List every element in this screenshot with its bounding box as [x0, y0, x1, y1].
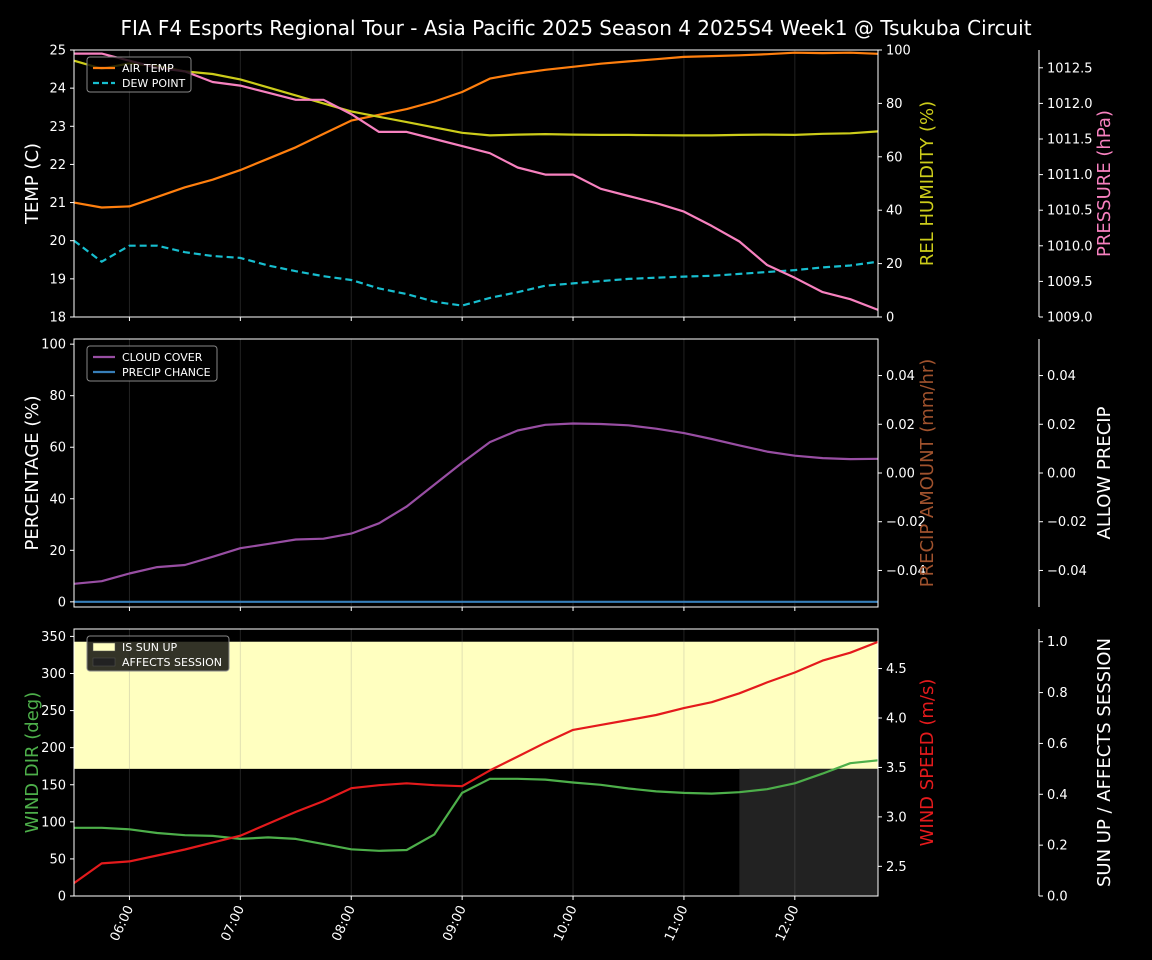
- left-axis-tick-label: 19: [49, 272, 66, 287]
- outer-axis-tick-label: 0.0: [1047, 890, 1068, 905]
- legend: CLOUD COVER PRECIP CHANCE: [86, 345, 218, 382]
- right-axis-label: WIND SPEED (m/s): [917, 679, 938, 847]
- left-axis-tick-label: 24: [49, 82, 66, 97]
- legend-swatch: [92, 657, 116, 667]
- right-axis-tick-label: 40: [886, 204, 903, 219]
- left-axis-tick-label: 200: [41, 741, 66, 756]
- chart-title: FIA F4 Esports Regional Tour - Asia Paci…: [120, 16, 1031, 40]
- right-axis-tick-label: 60: [886, 150, 903, 165]
- outer-axis-tick-label: 1010.5: [1047, 204, 1093, 219]
- outer-axis-tick-label: 0.04: [1047, 369, 1076, 384]
- left-axis-tick-label: 21: [49, 196, 66, 211]
- series-line-pressure: [74, 52, 879, 311]
- outer-axis-tick-label: 1010.0: [1047, 239, 1093, 254]
- right-axis-tick-label: −0.02: [886, 515, 926, 530]
- legend-label: AIR TEMP: [122, 62, 174, 75]
- legend-label: CLOUD COVER: [122, 351, 203, 364]
- outer-axis-label: SUN UP / AFFECTS SESSION: [1094, 638, 1115, 887]
- outer-axis-tick-label: 0.2: [1047, 839, 1068, 854]
- legend-label: IS SUN UP: [122, 641, 178, 654]
- panel-3: 0 50 100 150 200 250 300 350 2.5 3.0 3.5 4.0 4.5 0.0 0…: [22, 628, 1115, 944]
- right-axis-tick-label: 4.0: [886, 712, 907, 727]
- left-axis-label: PERCENTAGE (%): [22, 395, 43, 550]
- left-axis-tick-label: 0: [58, 890, 66, 905]
- right-axis-tick-label: 100: [886, 44, 911, 59]
- legend-label: PRECIP CHANCE: [122, 366, 211, 379]
- left-axis-label: WIND DIR (deg): [22, 692, 43, 834]
- left-axis-tick-label: 18: [49, 311, 66, 326]
- affects-session-band: [739, 768, 878, 896]
- outer-axis-tick-label: 0.8: [1047, 686, 1068, 701]
- right-axis-tick-label: 0.02: [886, 418, 915, 433]
- right-axis-label: REL HUMIDITY (%): [917, 101, 938, 266]
- right-axis-tick-label: 4.5: [886, 662, 907, 677]
- legend: IS SUN UP AFFECTS SESSION: [86, 635, 230, 672]
- outer-axis-tick-label: 1009.0: [1047, 311, 1093, 326]
- panel-1: 18 19 20 21 22 23 24 25 0 20 40 60 80 100 1009.0 1009.5…: [22, 44, 1115, 326]
- left-axis-tick-label: 20: [49, 544, 66, 559]
- left-axis-tick-label: 300: [41, 667, 66, 682]
- outer-axis-tick-label: 0.00: [1047, 467, 1076, 482]
- left-axis-tick-label: 25: [49, 44, 66, 59]
- outer-axis-label: ALLOW PRECIP: [1094, 406, 1115, 539]
- left-axis-label: TEMP (C): [22, 143, 43, 225]
- right-axis-tick-label: 80: [886, 97, 903, 112]
- series-line-wind-speed: [73, 640, 879, 884]
- left-axis-tick-label: 250: [41, 704, 66, 719]
- outer-axis-tick-label: 0.6: [1047, 737, 1068, 752]
- chart-panels: 18192021222324250204060801001009.01009.5…: [22, 44, 1115, 944]
- right-axis-tick-label: 3.0: [886, 810, 907, 825]
- outer-axis-tick-label: 0.4: [1047, 788, 1068, 803]
- left-axis-tick-label: 80: [49, 389, 66, 404]
- right-axis-tick-label: 0.04: [886, 369, 915, 384]
- right-axis-tick-label: 2.5: [886, 860, 907, 875]
- left-axis-tick-label: 20: [49, 234, 66, 249]
- right-axis-tick-label: 0.00: [886, 467, 915, 482]
- series-line-wind-dir: [74, 759, 879, 852]
- series-line-humidity: [73, 59, 879, 137]
- left-axis-tick-label: 100: [41, 815, 66, 830]
- outer-axis-tick-label: 1012.0: [1047, 97, 1093, 112]
- legend-label: DEW POINT: [122, 77, 186, 90]
- outer-axis-tick-label: 0.02: [1047, 418, 1076, 433]
- right-axis-label: PRECIP AMOUNT (mm/hr): [917, 359, 938, 588]
- legend-swatch: [92, 642, 116, 652]
- plot-frame: [73, 49, 879, 318]
- series-line-air-temp: [73, 51, 879, 209]
- left-axis-tick-label: 23: [49, 120, 66, 135]
- left-axis-tick-label: 50: [49, 852, 66, 867]
- left-axis-tick-label: 350: [41, 630, 66, 645]
- left-axis-tick-label: 100: [41, 338, 66, 353]
- left-axis-tick-label: 22: [49, 158, 66, 173]
- right-axis-tick-label: −0.04: [886, 564, 926, 579]
- outer-axis-tick-label: 1.0: [1047, 635, 1068, 650]
- outer-axis-tick-label: −0.04: [1047, 564, 1087, 579]
- right-axis-tick-label: 3.5: [886, 761, 907, 776]
- left-axis-tick-label: 40: [49, 492, 66, 507]
- outer-axis-tick-label: 1011.5: [1047, 133, 1093, 148]
- left-axis-tick-label: 60: [49, 441, 66, 456]
- outer-axis-tick-label: 1012.5: [1047, 61, 1093, 76]
- outer-axis-label: PRESSURE (hPa): [1094, 110, 1115, 257]
- panel-2: 0 20 40 60 80 100 −0.04 −0.02 0.00 0.02 0.04 −0.04 −…: [22, 338, 1115, 611]
- legend-box: [86, 345, 218, 382]
- series-line-cloud: [73, 422, 879, 585]
- legend-label: AFFECTS SESSION: [122, 656, 222, 669]
- series-line-dew-point: [73, 239, 879, 307]
- left-axis-tick-label: 150: [41, 778, 66, 793]
- legend-box: [86, 635, 230, 672]
- plot-frame: [73, 628, 879, 897]
- left-axis-tick-label: 0: [58, 595, 66, 610]
- legend: AIR TEMP DEW POINT: [86, 56, 192, 93]
- outer-axis-tick-label: 1011.0: [1047, 168, 1093, 183]
- outer-axis-tick-label: −0.02: [1047, 515, 1087, 530]
- outer-axis-tick-label: 1009.5: [1047, 275, 1093, 290]
- right-axis-tick-label: 0: [886, 311, 894, 326]
- right-axis-tick-label: 20: [886, 257, 903, 272]
